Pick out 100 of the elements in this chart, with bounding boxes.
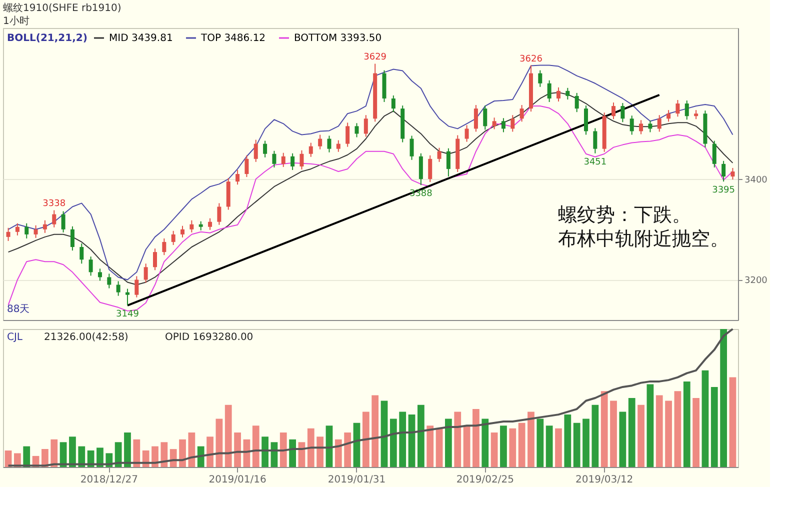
annotation: 3388 <box>409 189 433 200</box>
candlestick <box>290 152 295 170</box>
bar <box>362 412 370 467</box>
candlestick <box>180 225 185 238</box>
bar <box>564 414 572 467</box>
candlestick <box>437 147 442 162</box>
candlestick <box>666 110 671 122</box>
y-tick-label: 3400 <box>744 176 768 186</box>
x-tick-label: 2018/12/27 <box>80 474 138 486</box>
line-series <box>8 106 734 312</box>
bar <box>280 432 287 467</box>
candlestick <box>566 87 570 100</box>
bar <box>720 329 727 467</box>
bar <box>482 418 489 467</box>
legend-label: TOP 3486.12 <box>200 33 266 44</box>
candlestick <box>107 273 112 289</box>
bar <box>316 436 324 467</box>
candlestick <box>98 268 102 282</box>
candlestick <box>116 280 120 296</box>
candlestick <box>208 218 212 230</box>
bar <box>124 432 131 467</box>
bar <box>372 395 379 467</box>
bar <box>426 426 434 467</box>
bar <box>216 418 223 467</box>
candlestick <box>125 288 130 306</box>
bar <box>399 412 406 467</box>
candlestick <box>80 242 84 264</box>
bar <box>619 412 626 467</box>
x-tick-label: 2019/03/12 <box>576 474 634 486</box>
bar <box>463 426 470 467</box>
candlestick <box>684 100 689 120</box>
bar <box>326 426 333 467</box>
bar <box>179 439 186 467</box>
annotation: CJL <box>7 332 23 343</box>
bar <box>710 386 718 467</box>
bar <box>573 422 580 467</box>
candlestick <box>584 105 588 136</box>
bar <box>536 418 544 467</box>
bar <box>380 400 388 467</box>
candlestick <box>657 114 662 132</box>
annotation: 3338 <box>42 199 66 210</box>
annotation: OPID 1693280.00 <box>165 332 254 343</box>
bar <box>69 436 76 467</box>
bar <box>555 428 562 467</box>
bar <box>646 384 654 467</box>
candlestick <box>648 120 652 133</box>
bar <box>252 426 260 467</box>
x-tick-label: 2019/01/16 <box>208 474 266 486</box>
legend-label: MID 3439.81 <box>109 33 173 44</box>
candlestick <box>694 110 698 120</box>
candlestick <box>483 105 488 130</box>
bar <box>454 412 462 467</box>
x-tick-label: 2019/02/25 <box>456 474 514 486</box>
bar <box>445 418 452 467</box>
candlestick <box>547 80 552 103</box>
candlestick <box>236 169 240 186</box>
bar <box>307 428 314 467</box>
bar <box>592 404 599 467</box>
candlestick <box>327 135 332 153</box>
bar <box>729 377 736 467</box>
bar <box>472 409 480 467</box>
candlestick <box>354 122 359 138</box>
candlestick <box>6 227 10 242</box>
candlestick <box>364 114 368 138</box>
candlestick <box>198 220 203 231</box>
bar <box>289 439 296 467</box>
candlestick <box>52 210 56 228</box>
bar <box>610 400 617 467</box>
candlestick <box>722 160 726 182</box>
bar <box>234 432 241 467</box>
candlestick <box>144 263 148 284</box>
annotation: 88天 <box>7 304 30 315</box>
candlestick <box>510 114 515 132</box>
bar <box>638 404 644 467</box>
legend-title: BOLL(21,21,2) <box>7 33 88 44</box>
legend-label: BOTTOM 3393.50 <box>294 33 382 44</box>
bar <box>546 426 553 467</box>
candlestick <box>263 140 268 158</box>
bar <box>23 446 30 467</box>
candlestick <box>630 115 634 136</box>
bar <box>160 442 168 467</box>
candlestick <box>88 256 93 276</box>
candlestick <box>15 222 20 236</box>
bar <box>600 391 608 467</box>
annotation: 布林中轨附近抛空。 <box>558 228 729 250</box>
bar <box>674 391 682 467</box>
bar <box>408 414 416 467</box>
bar <box>490 432 498 467</box>
bar <box>353 422 360 467</box>
annotation: 21326.00(42:58) <box>44 332 128 343</box>
candlestick <box>612 102 616 120</box>
bar <box>665 400 672 467</box>
bar <box>656 395 663 467</box>
candlestick <box>318 134 322 150</box>
annotation: 3626 <box>520 54 543 64</box>
candlestick <box>217 202 222 226</box>
bar <box>206 436 214 467</box>
x-tick-label: 2019/01/31 <box>328 474 386 486</box>
candlestick <box>428 154 432 183</box>
candlestick <box>676 99 680 118</box>
